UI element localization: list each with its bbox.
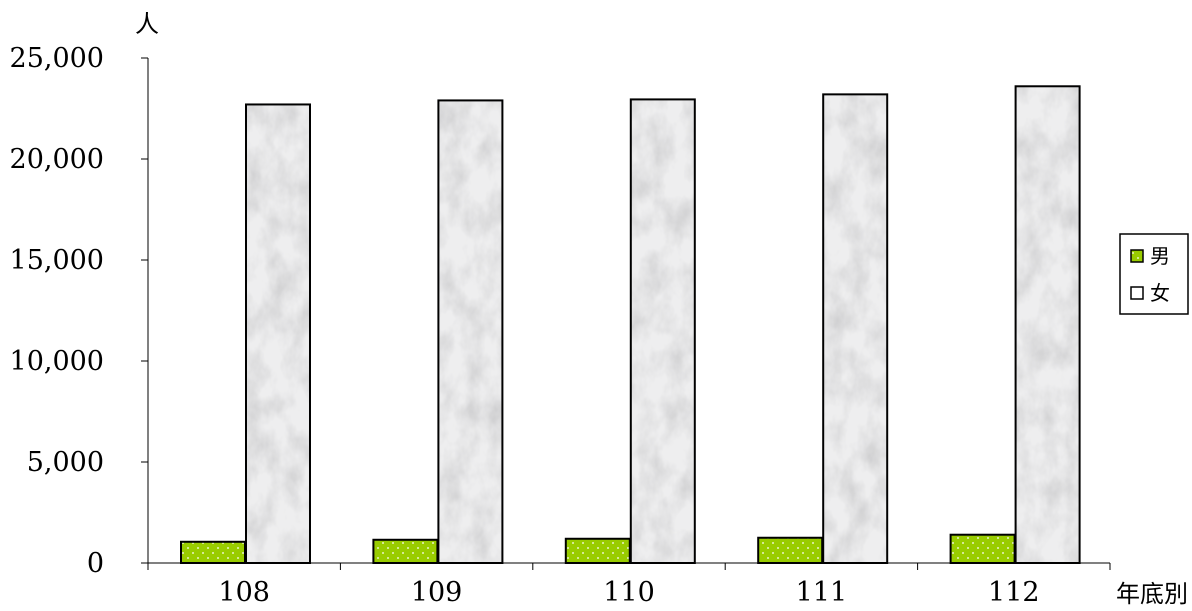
- x-tick-label: 111: [796, 577, 848, 608]
- y-tick-label: 5,000: [27, 447, 104, 478]
- bar-male: [180, 540, 246, 564]
- y-tick-label: 15,000: [10, 245, 104, 276]
- bar-female: [1014, 85, 1081, 564]
- y-tick-label: 20,000: [10, 144, 104, 175]
- bars: [180, 85, 1081, 565]
- bar-male: [949, 533, 1016, 564]
- x-tick-label: 108: [218, 577, 270, 608]
- x-tick-label: 110: [603, 577, 655, 608]
- tick-labels: 0 5,000 10,000 15,000 20,000 25,000 108 109 110 1…: [10, 43, 1040, 608]
- x-tick-label: 112: [988, 577, 1040, 608]
- legend-swatch-female: [1130, 286, 1144, 300]
- legend-label-female: 女: [1150, 281, 1170, 305]
- bar-female-texture: [823, 94, 888, 564]
- bar-female-texture: [630, 99, 695, 563]
- legend-box: [1119, 233, 1189, 315]
- y-tick-label: 10,000: [10, 346, 104, 377]
- legend-label-male: 男: [1150, 244, 1170, 268]
- legend: 男 女: [1119, 233, 1189, 315]
- bar-male: [757, 536, 824, 564]
- bar-male: [564, 537, 631, 565]
- bar-female: [822, 93, 889, 565]
- y-tick-label: 25,000: [10, 43, 104, 74]
- bar-female-texture: [1015, 86, 1080, 563]
- bar-female-texture: [438, 100, 503, 564]
- legend-swatch-male: [1130, 249, 1144, 263]
- x-tick-label: 109: [411, 577, 463, 608]
- y-tick-label: 0: [87, 548, 104, 579]
- y-axis-title: 人: [135, 10, 159, 38]
- bar-female-texture: [246, 104, 310, 564]
- x-axis-title: 年底別: [1116, 580, 1188, 608]
- bar-female: [245, 103, 311, 565]
- bar-female: [437, 99, 504, 564]
- bar-female: [629, 98, 696, 564]
- bar-male: [372, 538, 439, 565]
